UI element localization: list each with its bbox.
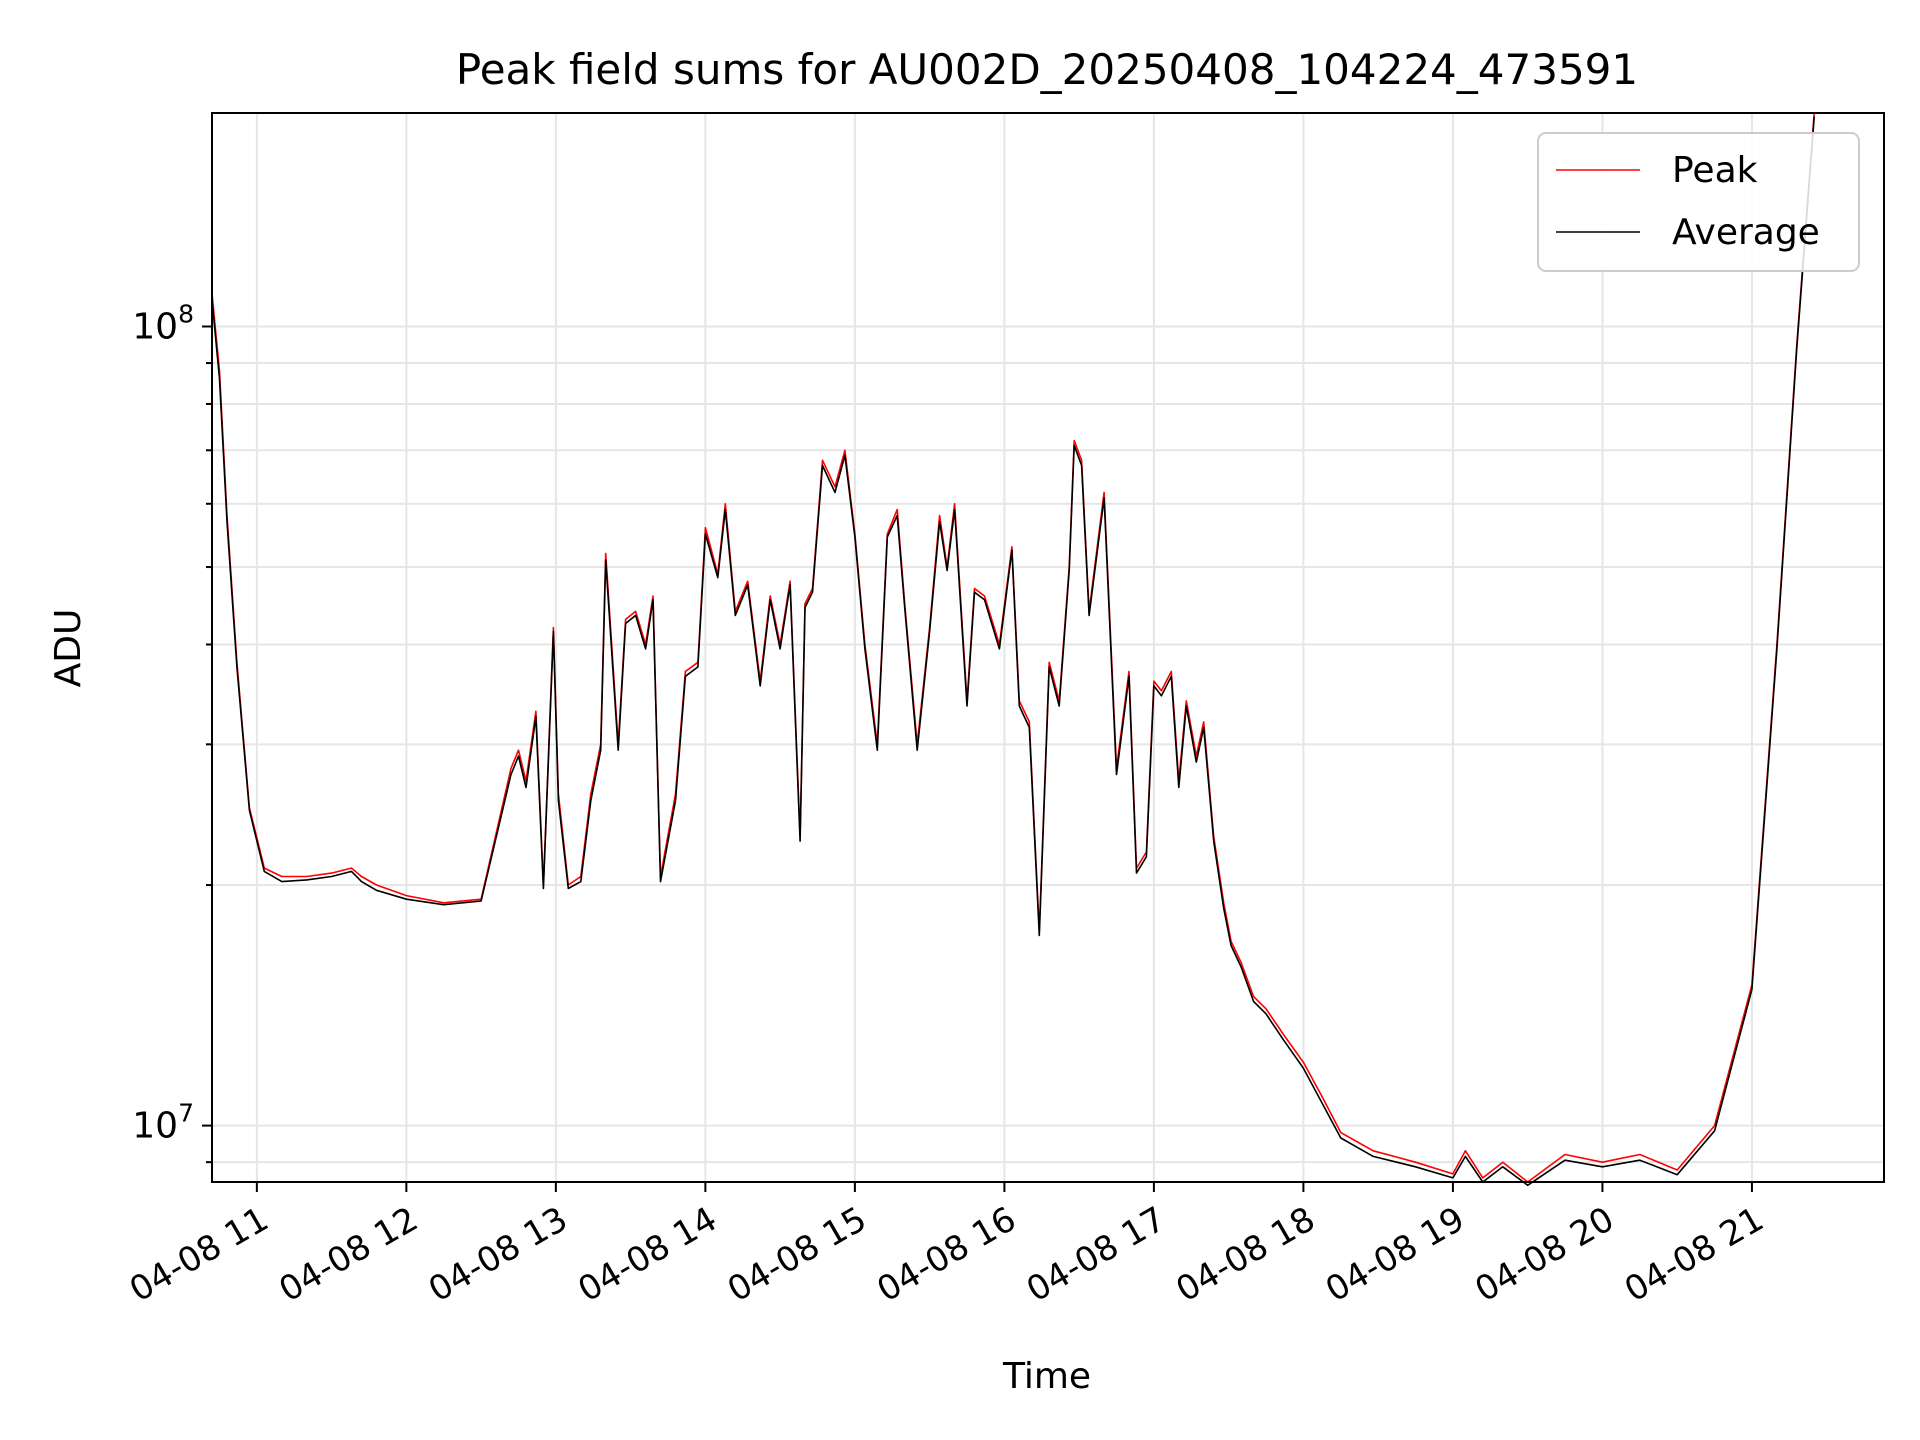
legend-label-peak: Peak — [1672, 150, 1758, 191]
y-tick-label: 107 — [132, 1099, 194, 1147]
y-axis-label: ADU — [48, 609, 89, 688]
y-tick-label: 108 — [132, 299, 194, 347]
legend: Peak Average — [1537, 132, 1860, 272]
chart-title: Peak field sums for AU002D_20250408_1042… — [456, 45, 1638, 94]
y-axis-ticks: 107 108 — [132, 299, 212, 1164]
grid-lines — [212, 113, 1884, 1182]
legend-label-average: Average — [1672, 212, 1820, 253]
series-lines — [211, 112, 1815, 1187]
x-axis-label: Time — [1002, 1356, 1091, 1397]
legend-box — [1537, 132, 1860, 272]
plot-frame — [211, 112, 1885, 1183]
series-line-average — [211, 116, 1815, 1187]
